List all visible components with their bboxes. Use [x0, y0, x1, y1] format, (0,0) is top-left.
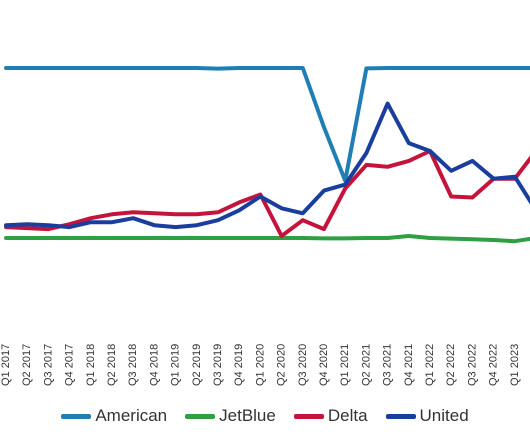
- x-tick-label: Q1 2019: [170, 344, 182, 386]
- x-axis-tick-labels: Q1 2017 Q2 2017 Q3 2017 Q4 2017 Q1 2018 Q2 20…: [0, 344, 521, 386]
- x-tick-label: Q2 2022: [445, 344, 457, 386]
- x-tick-label: Q1 2020: [254, 344, 266, 386]
- x-tick-label: Q1 2018: [85, 344, 97, 386]
- series-line-delta: [4, 149, 530, 238]
- legend-item-jetblue: JetBlue: [185, 406, 276, 426]
- x-tick-label: Q3 2018: [127, 344, 139, 386]
- legend-label: JetBlue: [219, 406, 276, 425]
- x-tick-label: Q2 2018: [106, 344, 118, 386]
- legend-label: United: [419, 406, 469, 425]
- x-tick-label: Q4 2018: [148, 344, 160, 386]
- x-tick-label: Q2 2019: [191, 344, 203, 386]
- series-line-jetblue: [4, 234, 530, 244]
- legend-item-delta: Delta: [293, 406, 368, 426]
- legend: American JetBlue Delta United: [0, 402, 530, 430]
- x-tick-label: Q3 2017: [42, 344, 54, 386]
- legend-label: American: [95, 406, 168, 425]
- x-tick-label: Q4 2017: [64, 344, 76, 386]
- x-tick-label: Q3 2022: [466, 344, 478, 386]
- series-line-united: [4, 101, 530, 230]
- legend-swatch: [293, 413, 324, 419]
- x-tick-label: Q4 2019: [233, 344, 245, 386]
- series-line-american: [4, 66, 530, 183]
- x-tick-label: Q3 2021: [382, 344, 394, 386]
- x-tick-label: Q2 2017: [21, 344, 33, 386]
- legend-swatch: [185, 413, 216, 419]
- legend-item-united: United: [385, 406, 469, 426]
- x-tick-label: Q4 2021: [403, 344, 415, 386]
- x-tick-label: Q3 2020: [297, 344, 309, 386]
- x-tick-label: Q3 2019: [212, 344, 224, 386]
- x-tick-label: Q2 2020: [276, 344, 288, 386]
- x-tick-label: Q1 2022: [424, 344, 436, 386]
- x-tick-label: Q4 2022: [488, 344, 500, 386]
- x-tick-label: Q1 2023: [509, 344, 521, 386]
- legend-label: Delta: [327, 406, 368, 425]
- series-layer: [4, 66, 530, 244]
- legend-item-american: American: [61, 406, 167, 426]
- x-tick-label: Q1 2021: [339, 344, 351, 386]
- legend-swatch: [61, 413, 92, 419]
- x-tick-label: Q4 2020: [318, 344, 330, 386]
- x-tick-label: Q2 2021: [360, 344, 372, 386]
- x-tick-label: Q1 2017: [0, 344, 12, 386]
- legend-swatch: [385, 413, 416, 419]
